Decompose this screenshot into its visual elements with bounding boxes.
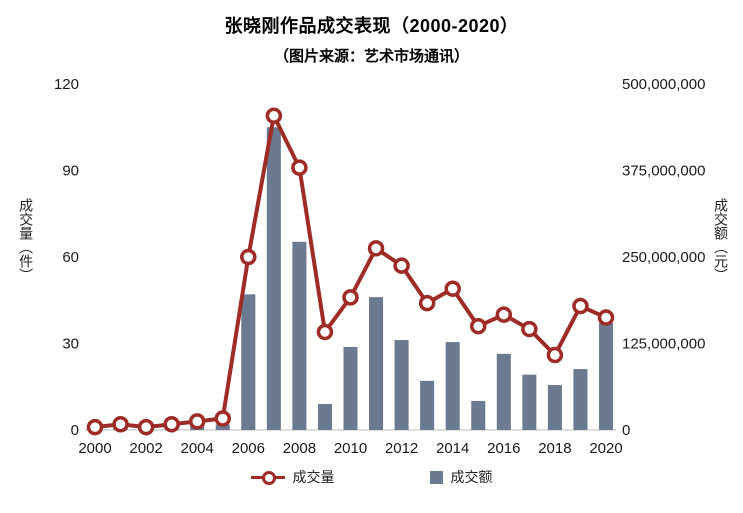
right-axis-title: 成交额（元）: [713, 198, 729, 282]
x-tick-label: 2020: [589, 440, 622, 457]
legend: 成交量 成交额: [0, 467, 743, 487]
volume-marker: [316, 323, 334, 341]
volume-marker: [342, 289, 359, 306]
x-tick-label: 2018: [538, 440, 571, 457]
amount-bar: [420, 380, 435, 430]
left-axis-title: 成交量（件）: [18, 198, 35, 282]
volume-marker: [367, 240, 385, 257]
amount-bar: [317, 404, 332, 430]
x-tick-label: 2012: [385, 440, 418, 457]
right-y-tick-label: 125,000,000: [622, 336, 705, 353]
volume-marker: [291, 159, 308, 176]
legend-amount-label: 成交额: [450, 469, 493, 485]
amount-bar: [292, 241, 307, 430]
volume-marker: [240, 248, 257, 266]
x-tick-label: 2008: [283, 440, 316, 457]
amount-bar: [266, 127, 281, 430]
volume-marker: [418, 294, 436, 312]
x-tick-label: 2004: [181, 440, 214, 457]
x-tick-label: 2010: [334, 440, 367, 457]
amount-bar: [445, 342, 460, 430]
volume-marker: [214, 410, 231, 427]
amount-bar: [471, 400, 486, 430]
right-y-tick-label: 0: [622, 422, 630, 439]
volume-marker: [444, 280, 461, 297]
left-y-tick-label: 0: [71, 422, 79, 439]
amount-bar: [241, 294, 256, 430]
volume-marker: [495, 306, 513, 323]
volume-marker: [597, 309, 615, 326]
legend-volume-label: 成交量: [292, 469, 335, 485]
volume-marker: [112, 415, 129, 433]
volume-marker: [163, 415, 180, 433]
volume-marker: [137, 418, 155, 436]
chart-area: 0 30 60 90 120 0 125,000,000 250,000,000 375,000…: [0, 68, 743, 463]
volume-marker: [572, 297, 589, 315]
x-tick-label: 2016: [487, 440, 520, 457]
volume-marker: [188, 413, 206, 430]
left-y-tick-label: 60: [62, 249, 79, 266]
legend-item-volume: 成交量: [250, 467, 335, 487]
combo-chart-svg: 0 30 60 90 120 0 125,000,000 250,000,000 375,000…: [54, 76, 705, 457]
amount-bar: [598, 322, 614, 430]
volume-marker: [546, 346, 564, 364]
chart-title: 张晓刚作品成交表现（2000-2020）: [224, 16, 519, 36]
volume-marker: [393, 257, 410, 274]
chart-subtitle: （图片来源：艺术市场通讯）: [273, 48, 469, 65]
volume-marker: [265, 107, 283, 124]
left-y-tick-label: 30: [62, 336, 79, 353]
left-y-tick-label: 90: [62, 163, 79, 180]
amount-bar: [394, 340, 409, 430]
amount-bar: [369, 297, 384, 430]
x-tick-label: 2014: [436, 440, 469, 457]
bar-swatch-icon: [429, 470, 443, 484]
right-y-tick-label: 375,000,000: [622, 163, 705, 180]
amount-bar: [573, 369, 588, 430]
right-y-tick-label: 500,000,000: [622, 76, 705, 93]
amount-bar: [547, 385, 562, 430]
left-y-tick-label: 120: [54, 76, 79, 93]
right-y-tick-label: 250,000,000: [622, 249, 705, 266]
amount-bar: [343, 346, 358, 430]
volume-marker: [86, 418, 104, 436]
x-tick-label: 2002: [129, 440, 162, 457]
legend-item-amount: 成交额: [429, 467, 493, 487]
amount-bar: [522, 374, 537, 430]
line-marker-icon: [250, 471, 285, 485]
volume-marker: [521, 320, 538, 338]
circle-marker-icon: [261, 471, 276, 485]
volume-marker: [470, 317, 487, 335]
amount-bar: [215, 424, 230, 430]
x-tick-label: 2000: [78, 440, 111, 457]
amount-bar: [496, 353, 511, 430]
x-tick-label: 2006: [232, 440, 265, 457]
